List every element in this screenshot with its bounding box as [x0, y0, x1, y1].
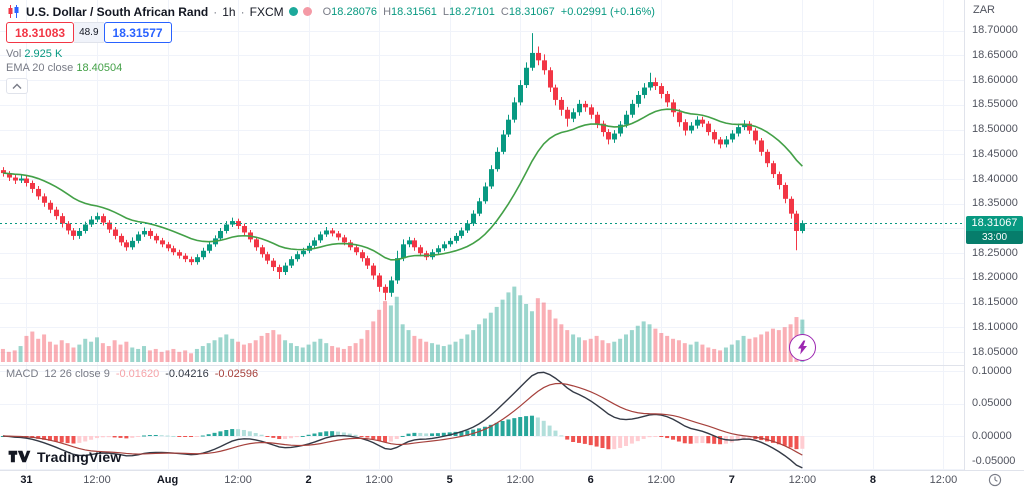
price-axis-label: 18.25000 [972, 246, 1018, 259]
time-axis-label: 12:00 [365, 474, 393, 486]
ema-value: 18.40504 [76, 62, 123, 74]
lightning-bolt-icon [798, 340, 807, 355]
macd-legend: MACD 12 26 close 9 -0.01620 -0.04216 -0.… [6, 368, 258, 380]
price-axis-label: 18.35000 [972, 197, 1018, 210]
pane-separator[interactable] [0, 365, 1024, 366]
low-value: 18.27101 [449, 5, 495, 18]
bar-countdown: 33:00 [966, 231, 1023, 245]
symbol-logo-icon [6, 4, 21, 19]
price-axis[interactable]: ZAR 18.31067 33:00 18.70000 18.65000 18.60… [964, 0, 1024, 470]
price-axis-label: 18.60000 [972, 73, 1018, 86]
time-axis-label: 6 [587, 474, 594, 486]
status-dot-teal-icon [288, 7, 298, 16]
symbol-title[interactable]: U.S. Dollar / South African Rand [26, 4, 209, 19]
macd-axis-label: 0.10000 [972, 364, 1012, 377]
interval-label[interactable]: 1h [222, 4, 236, 19]
spread-value: 48.9 [74, 22, 104, 43]
time-axis-label: 12:00 [929, 474, 958, 486]
macd-axis-label: 0.00000 [972, 429, 1012, 442]
tradingview-wordmark: TradingView [37, 448, 122, 465]
volume-value: 2.925 K [24, 48, 63, 60]
time-axis-label: 12:00 [506, 474, 534, 486]
price-axis-label: 18.10000 [972, 320, 1018, 333]
price-axis-label: 18.40000 [972, 172, 1018, 185]
status-dot-pink-icon [302, 7, 312, 16]
buy-button[interactable]: 18.31577 [103, 22, 172, 43]
separator-dot: · [213, 4, 218, 19]
last-price-badge: 18.31067 33:00 [966, 216, 1023, 245]
price-axis-label: 18.65000 [972, 48, 1018, 61]
time-axis-label: 7 [728, 474, 735, 486]
price-axis-label: 18.55000 [972, 98, 1018, 111]
exchange-label[interactable]: FXCM [249, 4, 284, 19]
quick-trade-lightning-button[interactable] [789, 334, 816, 361]
chart-canvas[interactable] [0, 0, 964, 470]
macd-axis-label: 0.05000 [972, 397, 1012, 409]
price-axis-label: 18.45000 [972, 147, 1018, 160]
collapse-indicators-button[interactable] [6, 78, 28, 94]
time-axis-label: 12:00 [788, 474, 817, 486]
macd-line-value: -0.04216 [165, 368, 209, 380]
macd-axis-label: -0.05000 [972, 455, 1016, 467]
close-value: 18.31067 [508, 5, 555, 18]
symbol-row: U.S. Dollar / South African Rand · 1h · … [6, 4, 655, 19]
time-axis[interactable]: 31 12:00 Aug 12:00 2 12:00 5 12:00 6 12:00 7 12:00 8… [0, 470, 1024, 489]
chevron-up-icon [12, 83, 22, 89]
macd-signal-value: -0.02596 [214, 368, 259, 380]
last-price-value: 18.31067 [966, 216, 1023, 232]
time-axis-label: Aug [156, 474, 179, 486]
tradingview-mark-icon [8, 450, 31, 463]
macd-params: 12 26 close 9 [44, 368, 110, 380]
ema-legend: EMA 20 close 18.40504 [6, 62, 123, 74]
timezone-clock-icon[interactable] [987, 473, 1002, 488]
macd-name: MACD [6, 368, 39, 380]
price-axis-label: 18.50000 [972, 123, 1018, 136]
change-value: +0.02991 (+0.16%) [560, 5, 655, 18]
price-axis-label: 18.20000 [972, 271, 1018, 284]
open-value: 18.28076 [331, 5, 378, 18]
price-axis-label: 18.15000 [972, 296, 1018, 309]
time-axis-label: 31 [20, 474, 33, 486]
time-axis-label: 12:00 [224, 474, 252, 486]
tradingview-logo[interactable]: TradingView [8, 448, 121, 465]
sell-button[interactable]: 18.31083 [6, 22, 75, 43]
ohlc-values: O18.28076 H18.31561 L18.27101 C18.31067 … [322, 5, 655, 18]
time-axis-label: 5 [446, 474, 453, 486]
bid-ask-row: 18.31083 48.9 18.31577 [6, 22, 172, 43]
volume-legend: Vol 2.925 K [6, 48, 63, 60]
separator-dot: · [240, 4, 245, 19]
price-axis-label: 18.05000 [972, 345, 1018, 358]
price-axis-label: 18.70000 [972, 24, 1018, 37]
high-value: 18.31561 [391, 5, 437, 18]
macd-hist-value: -0.01620 [115, 368, 160, 380]
time-axis-label: 8 [869, 474, 876, 486]
time-axis-label: 12:00 [83, 474, 111, 486]
time-axis-label: 2 [305, 474, 312, 486]
time-axis-label: 12:00 [647, 474, 676, 486]
price-axis-currency: ZAR [973, 4, 995, 16]
